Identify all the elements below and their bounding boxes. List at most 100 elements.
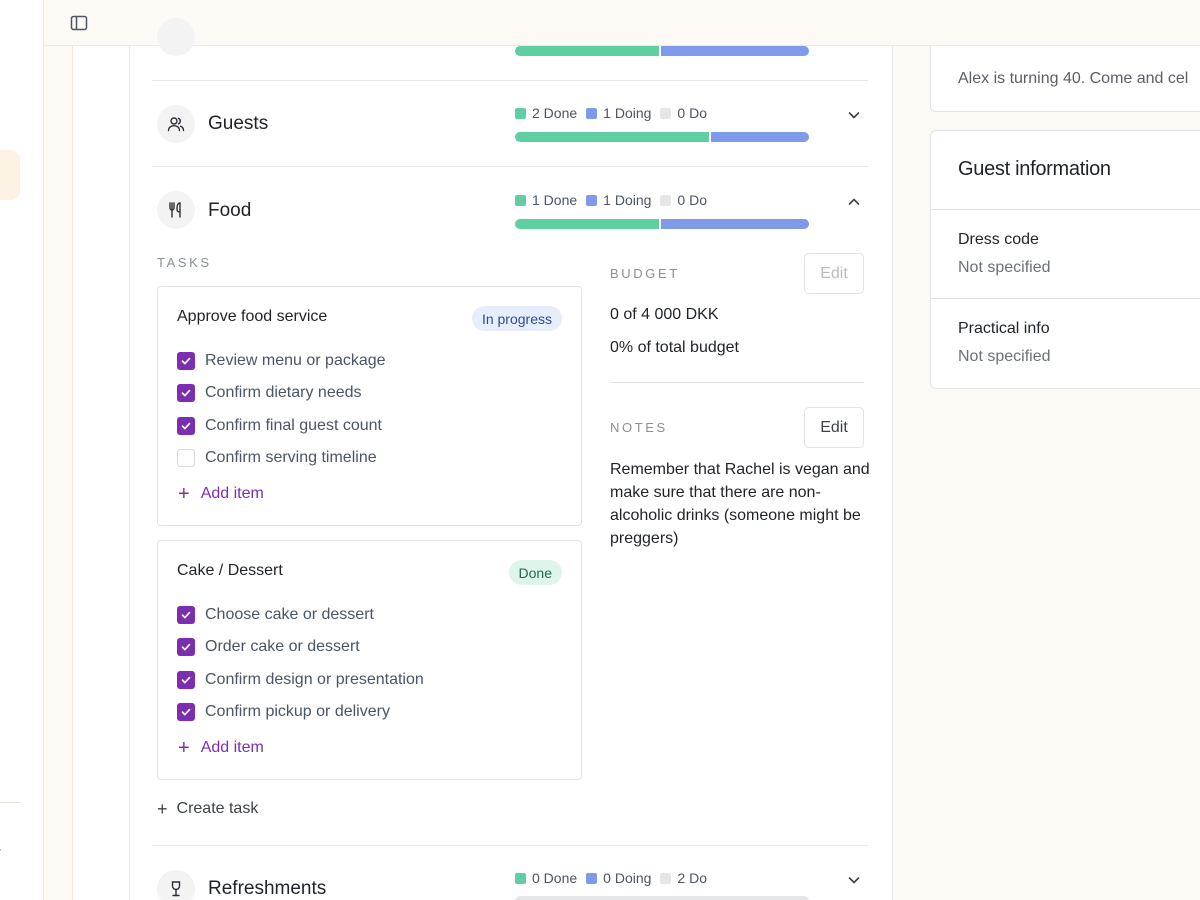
checkbox-checked[interactable] xyxy=(177,384,195,402)
notes-section-label: NOTES xyxy=(610,420,668,435)
category-avatar-guests xyxy=(157,105,195,143)
top-bar xyxy=(44,0,1200,46)
left-rail: · xyxy=(0,0,44,900)
chevron-up-icon xyxy=(848,198,860,205)
notes-edit-button[interactable]: Edit xyxy=(804,407,864,448)
do-legend-icon xyxy=(660,194,672,206)
checkbox-checked[interactable] xyxy=(177,671,195,689)
rail-divider xyxy=(0,802,20,803)
do-count: 0 Do xyxy=(660,105,707,121)
checkbox-checked[interactable] xyxy=(177,352,195,370)
expand-refreshments-button[interactable] xyxy=(845,871,863,889)
progress-doing-segment xyxy=(711,132,809,142)
checkbox-checked[interactable] xyxy=(177,606,195,624)
task-title[interactable]: Cake / Dessert xyxy=(177,562,283,579)
progress-done-segment xyxy=(515,219,660,229)
checkbox-unchecked[interactable] xyxy=(177,449,195,467)
chevron-down-icon xyxy=(848,112,860,119)
checklist-item-label: Confirm serving timeline xyxy=(205,449,377,466)
category-title-guests[interactable]: Guests xyxy=(208,113,269,134)
doing-count-label: 0 Doing xyxy=(603,870,652,886)
checklist-item[interactable]: Review menu or package xyxy=(177,351,386,371)
doing-legend-icon xyxy=(586,872,598,884)
check-icon xyxy=(181,422,191,430)
checklist-item[interactable]: Confirm design or presentation xyxy=(177,670,424,690)
category-title-refreshments[interactable]: Refreshments xyxy=(208,878,327,899)
doing-legend-icon xyxy=(586,194,598,206)
do-count-label: 0 Do xyxy=(677,192,707,208)
check-icon xyxy=(181,357,191,365)
collapse-food-button[interactable] xyxy=(845,193,863,211)
users-icon xyxy=(167,117,185,132)
done-count-label: 2 Done xyxy=(532,105,578,121)
checkbox-checked[interactable] xyxy=(177,417,195,435)
doing-legend-icon xyxy=(586,107,598,119)
category-title-food[interactable]: Food xyxy=(208,200,252,221)
checklist-item[interactable]: Confirm final guest count xyxy=(177,416,382,436)
doing-count: 1 Doing xyxy=(586,192,651,208)
guest-info-divider xyxy=(931,209,1200,210)
category-avatar-partial xyxy=(157,18,195,56)
check-icon xyxy=(181,676,191,684)
progress-done-segment xyxy=(515,132,710,142)
do-count-label: 2 Do xyxy=(677,870,707,886)
category-avatar-food xyxy=(157,191,195,229)
guest-information-card xyxy=(930,130,1200,389)
do-legend-icon xyxy=(660,107,672,119)
checklist-item[interactable]: Confirm pickup or delivery xyxy=(177,702,390,722)
plus-icon: + xyxy=(178,737,190,759)
rail-active-item[interactable] xyxy=(0,150,20,200)
practical-info-value[interactable]: Not specified xyxy=(958,348,1051,365)
budget-amount: 0 of 4 000 DKK xyxy=(610,306,719,323)
status-badge[interactable]: Done xyxy=(508,560,562,585)
progress-bar-guests xyxy=(515,132,809,142)
add-item-button[interactable]: + Add item xyxy=(178,484,264,504)
rail-bullet-icon: · xyxy=(0,842,2,856)
checklist-item-label: Order cake or dessert xyxy=(205,638,360,655)
sidebar-toggle-icon xyxy=(70,15,88,31)
do-count: 0 Do xyxy=(660,192,707,208)
budget-section-label: BUDGET xyxy=(610,266,680,281)
done-count-label: 0 Done xyxy=(532,870,578,886)
checklist-item[interactable]: Confirm dietary needs xyxy=(177,383,362,403)
plus-icon: + xyxy=(157,799,168,819)
guest-info-divider xyxy=(931,298,1200,299)
expand-guests-button[interactable] xyxy=(845,106,863,124)
task-card-cake-dessert: Cake / Dessert Done Choose cake or desse… xyxy=(157,540,582,780)
create-task-button[interactable]: + Create task xyxy=(157,800,258,818)
add-item-button[interactable]: + Add item xyxy=(178,738,264,758)
checklist-item[interactable]: Choose cake or dessert xyxy=(177,605,374,625)
doing-count: 0 Doing xyxy=(586,870,651,886)
notes-text: Remember that Rachel is vegan and make s… xyxy=(610,461,870,547)
checklist-item-label: Confirm design or presentation xyxy=(205,671,424,688)
do-legend-icon xyxy=(660,872,672,884)
doing-count: 1 Doing xyxy=(586,105,651,121)
add-item-label: Add item xyxy=(200,485,264,502)
do-count: 2 Do xyxy=(660,870,707,886)
done-legend-icon xyxy=(515,107,526,119)
progress-bar-refreshments xyxy=(515,896,809,900)
done-count: 0 Done xyxy=(515,870,577,886)
checkbox-checked[interactable] xyxy=(177,638,195,656)
progress-gap xyxy=(659,219,662,229)
done-count-label: 1 Done xyxy=(532,192,578,208)
dress-code-value[interactable]: Not specified xyxy=(958,259,1051,276)
checklist-item-label: Confirm final guest count xyxy=(205,417,382,434)
budget-edit-button[interactable]: Edit xyxy=(804,253,864,294)
checklist-item[interactable]: Confirm serving timeline xyxy=(177,448,377,468)
sidebar-toggle-button[interactable] xyxy=(68,12,90,34)
check-icon xyxy=(181,389,191,397)
check-icon xyxy=(181,643,191,651)
checklist-item[interactable]: Order cake or dessert xyxy=(177,637,360,657)
checkbox-checked[interactable] xyxy=(177,703,195,721)
dress-code-label: Dress code xyxy=(958,231,1039,248)
checklist-item-label: Choose cake or dessert xyxy=(205,606,374,623)
progress-done-segment xyxy=(515,46,660,56)
task-title[interactable]: Approve food service xyxy=(177,308,328,325)
progress-bar-food xyxy=(515,219,809,229)
done-count: 1 Done xyxy=(515,192,577,208)
chevron-down-icon xyxy=(848,877,860,884)
status-badge[interactable]: In progress xyxy=(471,306,562,331)
checklist-item-label: Confirm dietary needs xyxy=(205,384,362,401)
progress-gap xyxy=(709,132,712,142)
